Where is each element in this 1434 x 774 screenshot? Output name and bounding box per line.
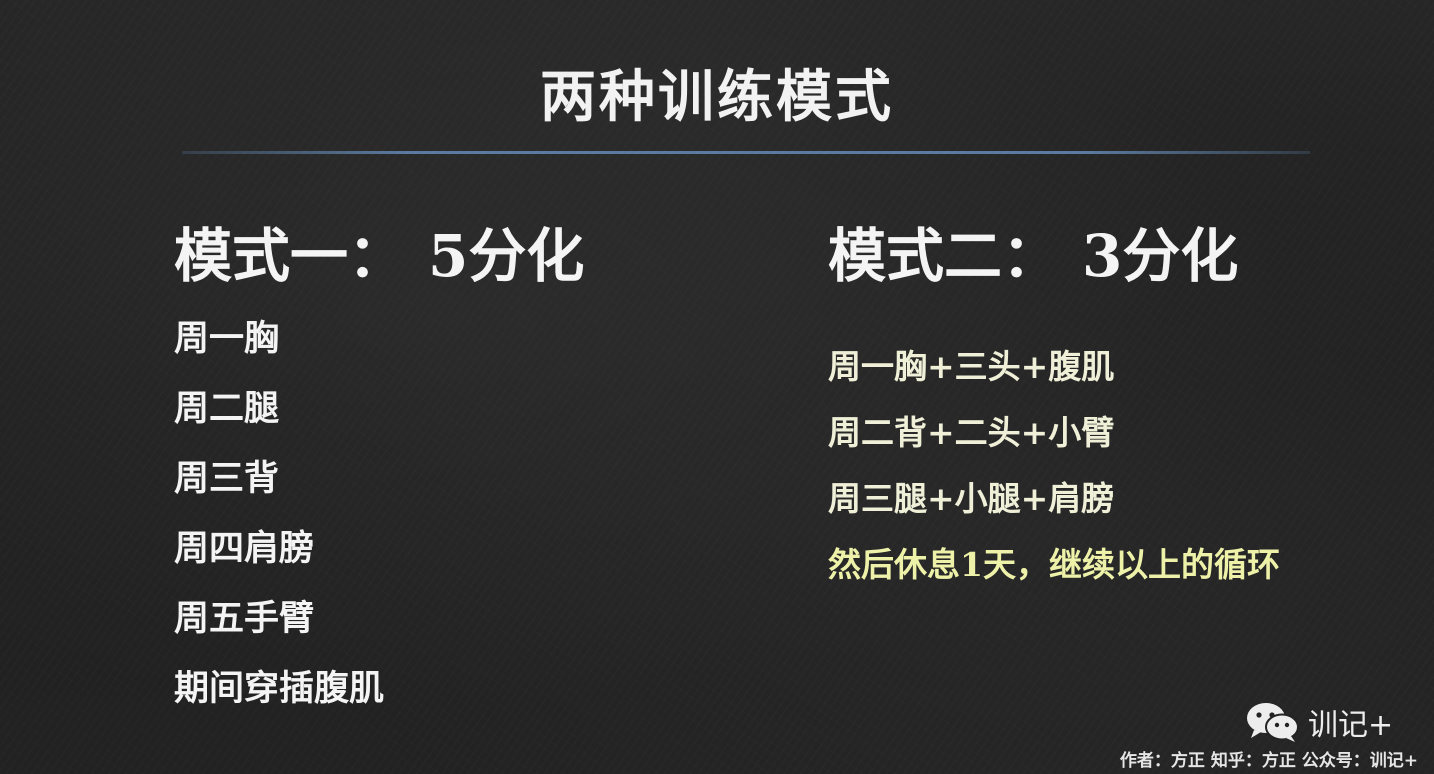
- mode-two-schedule: 周一胸+三头+腹肌 周二背+二头+小臂 周三腿+小腿+肩膀 然后休息1天，继续以…: [828, 334, 1280, 598]
- mode-one-heading: 模式一： 5分化: [174, 218, 584, 294]
- mode-one-column: 模式一： 5分化 周一胸 周二腿 周三背 周四肩膀 周五手臂 期间穿插腹肌: [174, 218, 584, 724]
- mode-two-label: 模式二：: [828, 222, 1061, 290]
- schedule-item: 周二腿: [174, 388, 280, 429]
- schedule-item: 周一胸+三头+腹肌: [828, 347, 1115, 386]
- schedule-item: 周四肩膀: [174, 528, 315, 569]
- schedule-item: 周一胸: [174, 318, 280, 359]
- mode-two-column: 模式二： 3分化 周一胸+三头+腹肌 周二背+二头+小臂 周三腿+小腿+肩膀 然后…: [828, 218, 1280, 598]
- mode-two-split: 3分化: [1082, 222, 1239, 290]
- schedule-item: 期间穿插腹肌: [174, 668, 385, 709]
- mode-one-schedule: 周一胸 周二腿 周三背 周四肩膀 周五手臂 期间穿插腹肌: [174, 304, 584, 724]
- schedule-item: 周三背: [174, 458, 280, 499]
- slide-title: 两种训练模式: [540, 64, 894, 130]
- mode-one-label: 模式一：: [174, 222, 407, 290]
- schedule-item: 周五手臂: [174, 598, 315, 639]
- schedule-item: 周二背+二头+小臂: [828, 413, 1115, 452]
- schedule-item: 周三腿+小腿+肩膀: [828, 479, 1115, 518]
- author-credit: 作者：方正 知乎：方正 公众号：训记+: [1119, 751, 1418, 771]
- mode-two-heading: 模式二： 3分化: [828, 218, 1280, 294]
- title-divider: [182, 151, 1310, 154]
- mode-one-split: 5分化: [428, 222, 585, 290]
- wechat-icon: [1247, 703, 1299, 742]
- brand-name: 训记+: [1308, 708, 1394, 743]
- rest-note: 然后休息1天，继续以上的循环: [828, 545, 1280, 584]
- brand-watermark: 训记+: [1244, 700, 1393, 744]
